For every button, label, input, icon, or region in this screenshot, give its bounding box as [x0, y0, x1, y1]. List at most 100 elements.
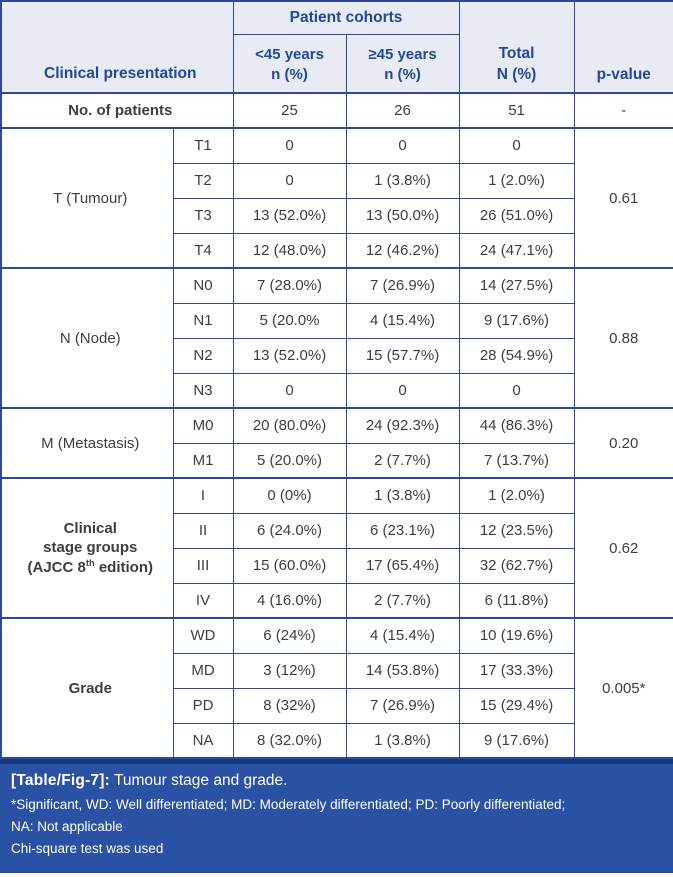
table-header: Clinical presentation Patient cohorts To…	[0, 0, 673, 94]
cell-over45: 26	[345, 92, 460, 129]
cell-pvalue: 0.61	[573, 127, 673, 269]
sub-label: T2	[172, 162, 234, 199]
cell-over45: 13 (50.0%)	[345, 197, 460, 234]
sub-label: T1	[172, 127, 234, 164]
cell-total: 7 (13.7%)	[458, 442, 575, 479]
cell-pvalue: 0.88	[573, 267, 673, 409]
sub-label: WD	[172, 617, 234, 654]
sub-label: I	[172, 477, 234, 514]
row-label-no-of-patients: No. of patients	[0, 92, 234, 129]
table-row: III 15 (60.0%) 17 (65.4%) 32 (62.7%)	[1, 547, 673, 584]
cell-pvalue: 0.62	[573, 477, 673, 619]
cell-pvalue: 0.005*	[573, 617, 673, 759]
table-row: PD 8 (32%) 7 (26.9%) 15 (29.4%)	[1, 687, 673, 724]
caption-text: Tumour stage and grade.	[109, 772, 288, 789]
header-patient-cohorts: Patient cohorts	[232, 0, 460, 35]
sub-label: N0	[172, 267, 234, 304]
header-over-45-line2: n (%)	[384, 66, 421, 84]
header-total: Total N (%)	[458, 0, 575, 94]
table-row: T3 13 (52.0%) 13 (50.0%) 26 (51.0%)	[1, 197, 673, 234]
group-label-grade: Grade	[0, 617, 174, 759]
sub-label: M0	[172, 407, 234, 444]
sub-label: N1	[172, 302, 234, 339]
cell-under45: 5 (20.0%)	[232, 442, 347, 479]
cell-under45: 12 (48.0%)	[232, 232, 347, 269]
cell-under45: 13 (52.0%)	[232, 197, 347, 234]
cell-total: 44 (86.3%)	[458, 407, 575, 444]
cell-under45: 8 (32.0%)	[232, 722, 347, 759]
sub-label: III	[172, 547, 234, 584]
table-row: M1 5 (20.0%) 2 (7.7%) 7 (13.7%)	[1, 442, 673, 479]
cell-total: 10 (19.6%)	[458, 617, 575, 654]
group-label-tumour: T (Tumour)	[0, 127, 174, 269]
header-row-1: Clinical presentation Patient cohorts To…	[0, 0, 673, 94]
cell-under45: 8 (32%)	[232, 687, 347, 724]
table-row: T4 12 (48.0%) 12 (46.2%) 24 (47.1%)	[1, 232, 673, 269]
table-row: T2 0 1 (3.8%) 1 (2.0%)	[1, 162, 673, 199]
cell-total: 51	[458, 92, 575, 129]
cell-over45: 15 (57.7%)	[345, 337, 460, 374]
cell-total: 1 (2.0%)	[458, 477, 575, 514]
cell-under45: 20 (80.0%)	[232, 407, 347, 444]
sub-label: M1	[172, 442, 234, 479]
cell-total: 15 (29.4%)	[458, 687, 575, 724]
bottom-margin	[0, 872, 673, 877]
cell-total: 1 (2.0%)	[458, 162, 575, 199]
caption-footnote-na: NA: Not applicable	[11, 818, 123, 834]
sub-label: IV	[172, 582, 234, 619]
header-row-2: <45 years n (%) ≥45 years n (%)	[1, 33, 673, 94]
header-under-45-line1: <45 years	[255, 46, 324, 64]
table-row: T (Tumour) T1 0 0 0 0.61	[0, 127, 673, 269]
row-no-of-patients: No. of patients 25 26 51 -	[0, 92, 673, 129]
cell-over45: 14 (53.8%)	[345, 652, 460, 689]
cell-under45: 0 (0%)	[232, 477, 347, 514]
cell-total: 0	[458, 372, 575, 409]
table-caption: [Table/Fig-7]: Tumour stage and grade. *…	[0, 759, 673, 873]
cell-over45: 0	[345, 372, 460, 409]
cell-total: 14 (27.5%)	[458, 267, 575, 304]
header-over-45: ≥45 years n (%)	[345, 33, 460, 94]
sub-label: N3	[172, 372, 234, 409]
cell-over45: 7 (26.9%)	[345, 687, 460, 724]
label-line3-pre: (AJCC 8	[27, 558, 86, 576]
cell-under45: 6 (24.0%)	[232, 512, 347, 549]
cell-under45: 15 (60.0%)	[232, 547, 347, 584]
table-row: II 6 (24.0%) 6 (23.1%) 12 (23.5%)	[1, 512, 673, 549]
sub-label: MD	[172, 652, 234, 689]
cell-over45: 1 (3.8%)	[345, 722, 460, 759]
header-total-line1: Total	[498, 45, 535, 63]
group-label-stage-groups: Clinical stage groups (AJCC 8th edition)	[0, 477, 174, 619]
header-under-45: <45 years n (%)	[232, 33, 347, 94]
header-under-45-line2: n (%)	[271, 66, 308, 84]
cell-total: 32 (62.7%)	[458, 547, 575, 584]
cell-over45: 2 (7.7%)	[345, 582, 460, 619]
cell-over45: 6 (23.1%)	[345, 512, 460, 549]
cell-under45: 7 (28.0%)	[232, 267, 347, 304]
table-row: NA 8 (32.0%) 1 (3.8%) 9 (17.6%)	[1, 722, 673, 759]
cell-over45: 4 (15.4%)	[345, 302, 460, 339]
cell-over45: 24 (92.3%)	[345, 407, 460, 444]
cell-over45: 12 (46.2%)	[345, 232, 460, 269]
cell-pvalue: 0.20	[573, 407, 673, 479]
cell-total: 6 (11.8%)	[458, 582, 575, 619]
header-over-45-line1: ≥45 years	[368, 46, 437, 64]
group-label-metastasis: M (Metastasis)	[0, 407, 174, 479]
header-clinical-presentation: Clinical presentation	[0, 0, 234, 94]
cell-over45: 7 (26.9%)	[345, 267, 460, 304]
sub-label: T4	[172, 232, 234, 269]
cell-pvalue: -	[573, 92, 673, 129]
cell-total: 24 (47.1%)	[458, 232, 575, 269]
cell-total: 17 (33.3%)	[458, 652, 575, 689]
cell-over45: 1 (3.8%)	[345, 162, 460, 199]
label-line3-post: edition)	[94, 558, 153, 576]
cell-under45: 0	[232, 162, 347, 199]
caption-footnote-abbreviations: *Significant, WD: Well differentiated; M…	[11, 797, 566, 812]
table-row: N (Node) N0 7 (28.0%) 7 (26.9%) 14 (27.5…	[0, 267, 673, 409]
table-row: M (Metastasis) M0 20 (80.0%) 24 (92.3%) …	[0, 407, 673, 479]
cell-total: 12 (23.5%)	[458, 512, 575, 549]
caption-figure-label: [Table/Fig-7]:	[11, 772, 110, 789]
cell-total: 9 (17.6%)	[458, 302, 575, 339]
group-label-line1: Clinical	[63, 519, 117, 537]
cell-under45: 25	[232, 92, 347, 129]
